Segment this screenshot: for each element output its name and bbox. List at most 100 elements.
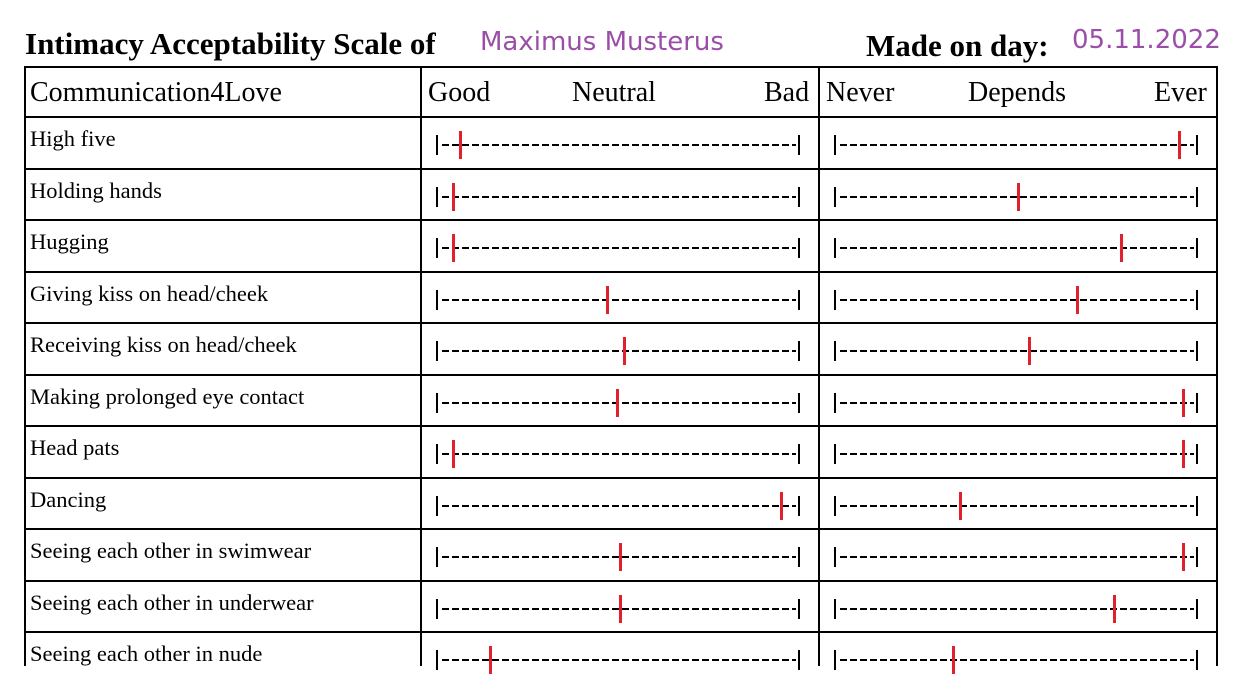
rating-marker[interactable] bbox=[1178, 131, 1182, 159]
column-divider-left bbox=[420, 66, 422, 666]
rating-marker[interactable] bbox=[619, 543, 623, 571]
left-scale-header-good: Good bbox=[428, 77, 491, 108]
scale-end-tick bbox=[1196, 444, 1198, 464]
right-scale-header-ever: Ever bbox=[1154, 77, 1207, 108]
activity-label: Dancing bbox=[30, 486, 107, 512]
scale-end-tick bbox=[798, 650, 800, 670]
never-ever-scale-row-5[interactable] bbox=[834, 386, 1204, 417]
rating-marker[interactable] bbox=[959, 491, 963, 520]
made-on-date: 05.11.2022 bbox=[1072, 25, 1221, 55]
row-divider bbox=[24, 476, 1218, 479]
scale-start-tick bbox=[436, 650, 438, 670]
scale-start-tick bbox=[834, 547, 836, 567]
scale-start-tick bbox=[834, 650, 836, 670]
never-ever-scale-row-3[interactable] bbox=[834, 283, 1204, 314]
scale-dashed-line bbox=[840, 298, 1194, 301]
activity-label: Seeing each other in underwear bbox=[30, 589, 314, 615]
good-bad-scale-row-6[interactable] bbox=[436, 437, 806, 468]
never-ever-scale-row-9[interactable] bbox=[834, 592, 1204, 623]
rating-marker[interactable] bbox=[1181, 440, 1185, 468]
never-ever-scale-row-8[interactable] bbox=[834, 540, 1204, 571]
scale-start-tick bbox=[436, 341, 438, 361]
made-on-day-label: Made on day: bbox=[866, 28, 1049, 63]
column-divider-right bbox=[818, 66, 820, 666]
row-divider bbox=[24, 116, 1218, 118]
rating-marker[interactable] bbox=[489, 646, 493, 674]
rating-marker[interactable] bbox=[622, 337, 626, 365]
rating-marker[interactable] bbox=[616, 388, 619, 417]
scale-start-tick bbox=[834, 495, 836, 516]
good-bad-scale-row-9[interactable] bbox=[436, 592, 806, 623]
person-name: Maximus Musterus bbox=[480, 27, 724, 57]
good-bad-scale-row-2[interactable] bbox=[436, 231, 806, 262]
scale-start-tick bbox=[834, 289, 836, 310]
scale-end-tick bbox=[798, 341, 800, 361]
rating-marker[interactable] bbox=[780, 491, 784, 520]
rating-marker[interactable] bbox=[451, 234, 455, 262]
rating-marker[interactable] bbox=[451, 182, 455, 211]
scale-dashed-line bbox=[840, 401, 1194, 404]
good-bad-scale-row-8[interactable] bbox=[436, 540, 806, 571]
rating-marker[interactable] bbox=[1027, 337, 1031, 365]
scale-start-tick bbox=[834, 392, 836, 413]
scale-end-tick bbox=[798, 547, 800, 567]
good-bad-scale-row-3[interactable] bbox=[436, 283, 806, 314]
scale-title: Intimacy Acceptability Scale of bbox=[25, 26, 436, 61]
scale-start-tick bbox=[834, 186, 836, 207]
rating-marker[interactable] bbox=[605, 285, 609, 314]
scale-dashed-line bbox=[840, 195, 1194, 198]
good-bad-scale-row-5[interactable] bbox=[436, 386, 806, 417]
rating-marker[interactable] bbox=[451, 440, 455, 468]
scale-dashed-line bbox=[840, 556, 1194, 558]
right-scale-header-depends: Depends bbox=[968, 77, 1066, 108]
scale-dashed-line bbox=[840, 453, 1194, 455]
rating-marker[interactable] bbox=[458, 131, 462, 159]
activity-label: Hugging bbox=[30, 229, 109, 254]
scale-dashed-line bbox=[442, 504, 796, 507]
never-ever-scale-row-7[interactable] bbox=[834, 489, 1204, 520]
row-divider bbox=[24, 270, 1218, 273]
good-bad-scale-row-1[interactable] bbox=[436, 180, 806, 211]
good-bad-scale-row-10[interactable] bbox=[436, 643, 806, 674]
right-scale-header-never: Never bbox=[826, 77, 895, 108]
scale-dashed-line bbox=[840, 350, 1194, 352]
rating-marker[interactable] bbox=[1181, 543, 1185, 571]
scale-start-tick bbox=[436, 495, 438, 516]
scale-start-tick bbox=[436, 444, 438, 464]
scale-dashed-line bbox=[840, 607, 1194, 610]
scale-start-tick bbox=[436, 598, 438, 619]
row-divider bbox=[24, 373, 1218, 376]
never-ever-scale-row-2[interactable] bbox=[834, 231, 1204, 262]
row-divider bbox=[24, 425, 1218, 427]
scale-dashed-line bbox=[442, 298, 796, 301]
never-ever-scale-row-6[interactable] bbox=[834, 437, 1204, 468]
rating-marker[interactable] bbox=[619, 594, 623, 623]
good-bad-scale-row-4[interactable] bbox=[436, 334, 806, 365]
scale-end-tick bbox=[798, 238, 800, 258]
good-bad-scale-row-0[interactable] bbox=[436, 128, 806, 159]
scale-end-tick bbox=[1196, 289, 1198, 310]
activity-label: Seeing each other in nude bbox=[30, 641, 263, 666]
rating-marker[interactable] bbox=[1181, 388, 1185, 417]
never-ever-scale-row-0[interactable] bbox=[834, 128, 1204, 159]
activity-label: Receiving kiss on head/cheek bbox=[30, 332, 297, 357]
scale-end-tick bbox=[1196, 135, 1198, 155]
never-ever-scale-row-10[interactable] bbox=[834, 643, 1204, 674]
rating-marker[interactable] bbox=[1017, 182, 1021, 211]
scale-dashed-line bbox=[840, 247, 1194, 249]
scale-start-tick bbox=[436, 238, 438, 258]
scale-start-tick bbox=[436, 186, 438, 207]
row-divider bbox=[24, 631, 1218, 633]
row-divider bbox=[24, 579, 1218, 582]
rating-marker[interactable] bbox=[1120, 234, 1124, 262]
scale-start-tick bbox=[834, 135, 836, 155]
rating-marker[interactable] bbox=[1075, 285, 1079, 314]
left-scale-header-neutral: Neutral bbox=[572, 77, 656, 108]
good-bad-scale-row-7[interactable] bbox=[436, 489, 806, 520]
rating-marker[interactable] bbox=[952, 646, 956, 674]
rating-marker[interactable] bbox=[1113, 594, 1117, 623]
never-ever-scale-row-1[interactable] bbox=[834, 180, 1204, 211]
scale-dashed-line bbox=[442, 144, 796, 146]
never-ever-scale-row-4[interactable] bbox=[834, 334, 1204, 365]
scale-dashed-line bbox=[442, 401, 796, 404]
